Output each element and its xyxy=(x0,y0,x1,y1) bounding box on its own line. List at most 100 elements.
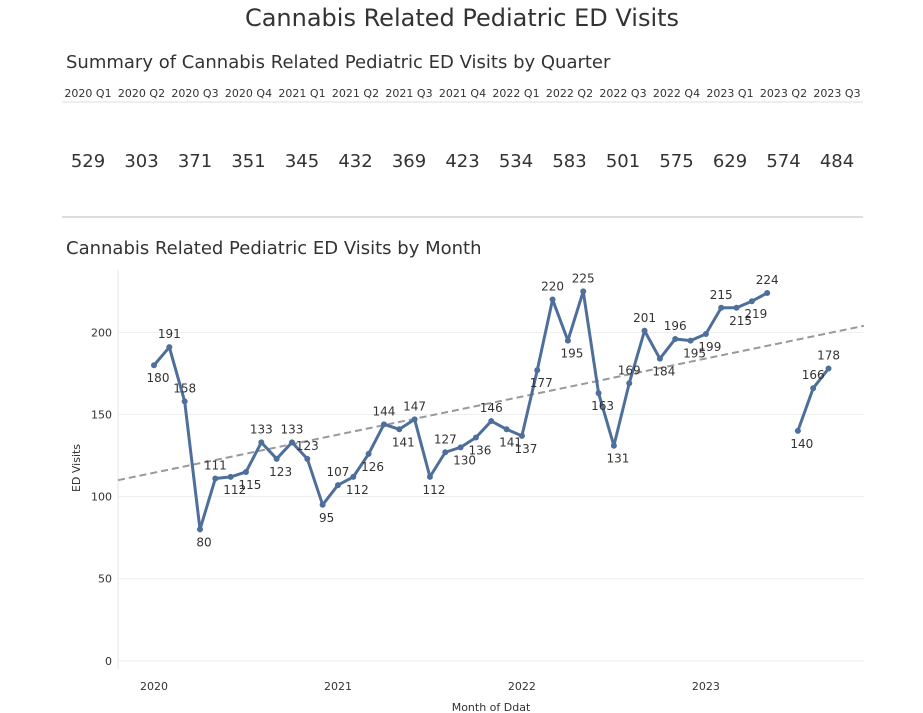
quarter-value: 369 xyxy=(392,151,426,172)
quarter-header: 2022 Q2 xyxy=(546,87,593,100)
point xyxy=(641,327,648,334)
data-label: 144 xyxy=(372,404,395,418)
data-label: 123 xyxy=(269,465,292,479)
data-label: 133 xyxy=(281,422,304,436)
point xyxy=(166,344,173,351)
point xyxy=(442,449,449,456)
quarter-value: 432 xyxy=(338,151,372,172)
data-label: 147 xyxy=(403,399,426,413)
data-label: 130 xyxy=(453,453,476,467)
point xyxy=(564,337,571,344)
chart-title: Cannabis Related Pediatric ED Visits by … xyxy=(66,238,482,259)
data-label: 195 xyxy=(683,347,706,361)
data-label: 127 xyxy=(434,432,457,446)
point xyxy=(626,380,633,387)
data-label: 184 xyxy=(652,365,675,379)
point xyxy=(472,434,479,441)
point xyxy=(687,337,694,344)
y-tick-label: 50 xyxy=(98,573,112,586)
point xyxy=(319,501,326,508)
point xyxy=(549,296,556,303)
data-label: 112 xyxy=(223,483,246,497)
y-tick-label: 0 xyxy=(105,655,112,668)
quarter-value: 574 xyxy=(766,151,800,172)
data-label: 219 xyxy=(744,307,767,321)
data-label: 107 xyxy=(327,465,350,479)
point xyxy=(196,526,203,533)
y-axis-label: ED Visits xyxy=(70,444,83,492)
data-label: 112 xyxy=(422,483,445,497)
quarter-value: 351 xyxy=(231,151,265,172)
data-label: 158 xyxy=(173,381,196,395)
point xyxy=(733,304,740,311)
data-label: 140 xyxy=(790,437,813,451)
quarter-header: 2021 Q2 xyxy=(332,87,379,100)
point xyxy=(718,304,725,311)
point xyxy=(794,427,801,434)
data-label: 225 xyxy=(572,271,595,285)
data-label: 169 xyxy=(618,363,641,377)
data-label: 141 xyxy=(392,435,415,449)
quarter-value: 629 xyxy=(713,151,747,172)
quarter-header: 2021 Q4 xyxy=(439,87,486,100)
point xyxy=(580,288,587,295)
data-label: 131 xyxy=(606,452,629,466)
dashboard-title: Cannabis Related Pediatric ED Visits xyxy=(245,4,679,32)
point xyxy=(242,468,249,475)
point xyxy=(304,455,311,462)
quarter-value: 371 xyxy=(178,151,212,172)
quarter-value: 575 xyxy=(659,151,693,172)
quarter-header: 2020 Q4 xyxy=(225,87,272,100)
quarter-header: 2020 Q1 xyxy=(64,87,111,100)
point xyxy=(810,385,817,392)
point xyxy=(151,362,157,369)
data-label: 163 xyxy=(591,399,614,413)
y-tick-label: 100 xyxy=(91,491,112,504)
quarter-header: 2021 Q3 xyxy=(385,87,432,100)
point xyxy=(380,421,387,428)
y-tick-label: 150 xyxy=(91,408,112,421)
point xyxy=(702,331,709,338)
point xyxy=(748,298,755,305)
quarter-header: 2022 Q3 xyxy=(599,87,646,100)
data-label: 111 xyxy=(204,459,227,473)
data-label: 195 xyxy=(560,347,583,361)
data-label: 95 xyxy=(319,511,334,525)
point xyxy=(258,439,265,446)
x-tick-label: 2022 xyxy=(508,680,536,693)
point xyxy=(656,355,663,362)
point xyxy=(212,475,219,482)
data-label: 201 xyxy=(633,311,656,325)
y-tick-label: 200 xyxy=(91,326,112,339)
quarter-value: 345 xyxy=(285,151,319,172)
point xyxy=(273,455,280,462)
data-label: 141 xyxy=(499,435,522,449)
x-tick-label: 2023 xyxy=(692,680,720,693)
quarter-header: 2023 Q2 xyxy=(760,87,807,100)
point xyxy=(503,426,510,433)
data-label: 137 xyxy=(514,442,537,456)
point xyxy=(610,442,617,449)
data-label: 123 xyxy=(296,439,319,453)
quarter-value: 534 xyxy=(499,151,533,172)
data-label: 115 xyxy=(239,478,262,492)
point xyxy=(764,289,771,296)
quarter-value: 484 xyxy=(820,151,854,172)
data-label: 166 xyxy=(802,368,825,382)
point xyxy=(488,418,495,425)
point xyxy=(411,416,418,423)
data-label: 126 xyxy=(361,460,384,474)
quarter-header: 2022 Q4 xyxy=(653,87,700,100)
data-label: 191 xyxy=(158,327,181,341)
quarter-value: 501 xyxy=(606,151,640,172)
x-axis-label: Month of Ddat xyxy=(452,701,531,713)
quarter-value: 583 xyxy=(552,151,586,172)
data-label: 215 xyxy=(710,288,733,302)
data-label: 146 xyxy=(480,401,503,415)
data-label: 220 xyxy=(541,280,564,294)
point xyxy=(396,426,403,433)
quarter-header: 2020 Q3 xyxy=(171,87,218,100)
point xyxy=(534,367,541,374)
quarter-value: 529 xyxy=(71,151,105,172)
data-label: 215 xyxy=(729,314,752,328)
